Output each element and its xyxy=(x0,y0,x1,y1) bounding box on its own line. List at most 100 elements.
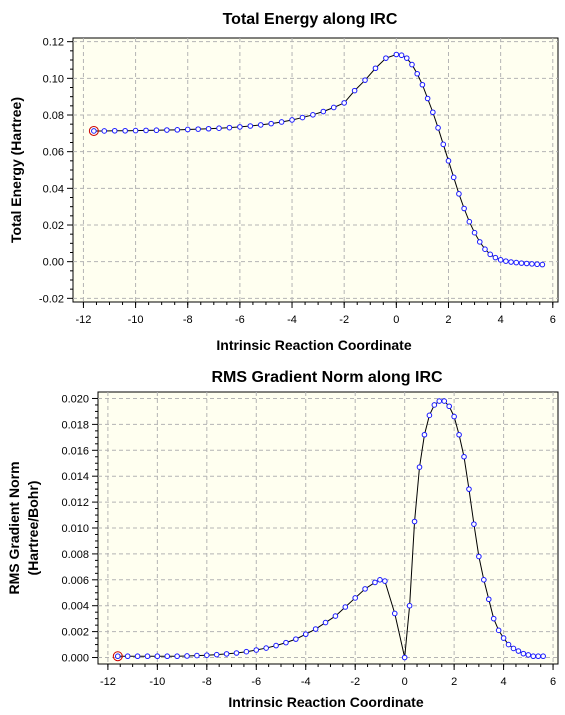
energy-data-point xyxy=(101,128,108,134)
energy-data-point xyxy=(383,55,389,61)
gradient-data-point xyxy=(431,402,438,408)
energy-data-point xyxy=(445,158,452,164)
gradient-data-point xyxy=(416,464,423,470)
gradient-ticks xyxy=(92,397,554,670)
y-tick-label: 0.00 xyxy=(43,257,64,269)
energy-data-point xyxy=(466,218,473,225)
gradient-data-point xyxy=(540,653,546,660)
energy-data-point xyxy=(518,260,525,266)
x-tick-label: 0 xyxy=(393,314,399,326)
y-tick-label: 0.06 xyxy=(43,147,64,159)
x-tick-label: -8 xyxy=(202,676,212,688)
energy-data-point xyxy=(278,119,285,125)
y-tick-label: 0.02 xyxy=(43,220,64,232)
energy-data-point xyxy=(534,261,540,268)
energy-data-point xyxy=(461,205,467,212)
energy-data-point xyxy=(111,127,118,134)
y-tick-label: 0.002 xyxy=(61,627,89,639)
gradient-data-point xyxy=(372,579,378,586)
gradient-data-point xyxy=(530,653,537,660)
energy-data-point xyxy=(132,127,139,134)
x-tick-label: -10 xyxy=(149,676,165,688)
energy-grid xyxy=(73,38,558,302)
gradient-data-point xyxy=(144,653,151,660)
energy-data-point xyxy=(226,124,233,131)
energy-x-axis-title: Intrinsic Reaction Coordinate xyxy=(216,337,411,353)
energy-data-point xyxy=(216,125,222,131)
energy-data-point xyxy=(440,141,447,148)
gradient-chart: RMS Gradient Norm along IRC -12 -10 -8 -6 -4… xyxy=(6,369,559,710)
y-tick-label: 0.04 xyxy=(43,183,64,195)
x-tick-label: 4 xyxy=(498,314,504,326)
gradient-data-point xyxy=(312,626,319,632)
y-tick-label: 0.020 xyxy=(61,393,89,405)
x-tick-label: -6 xyxy=(235,314,245,326)
x-tick-label: 4 xyxy=(501,676,507,688)
y-tick-label: 0.10 xyxy=(43,73,64,85)
x-tick-label: -12 xyxy=(100,676,116,688)
energy-data-point xyxy=(257,122,264,128)
energy-data-point xyxy=(289,117,295,123)
energy-y-axis-title: Total Energy (Hartree) xyxy=(8,97,24,243)
gradient-data-point xyxy=(490,615,497,622)
gradient-data-point xyxy=(154,653,161,660)
x-tick-label: -8 xyxy=(183,314,193,326)
gradient-y-axis-title: RMS Gradient Norm xyxy=(6,461,22,594)
energy-data-point xyxy=(424,95,431,102)
energy-data-point xyxy=(414,70,420,77)
gradient-data-point xyxy=(302,631,309,638)
energy-data-point xyxy=(409,61,415,68)
gradient-data-point xyxy=(174,653,180,660)
energy-data-point xyxy=(153,127,160,134)
energy-data-point xyxy=(497,257,504,263)
gradient-data-point xyxy=(446,403,452,410)
gradient-data-point xyxy=(505,641,512,648)
energy-data-point xyxy=(435,125,441,131)
gradient-data-point xyxy=(184,653,190,659)
gradient-data-point xyxy=(204,652,210,658)
x-tick-label: 6 xyxy=(550,676,556,688)
energy-data-point xyxy=(430,109,436,116)
y-tick-label: 0.08 xyxy=(43,110,64,122)
gradient-data-point xyxy=(535,653,542,660)
gradient-data-point xyxy=(456,431,462,438)
energy-data-point xyxy=(529,261,535,267)
energy-data-point xyxy=(91,128,97,134)
energy-data-point xyxy=(398,52,405,59)
energy-data-point xyxy=(419,81,426,88)
x-tick-label: 0 xyxy=(402,676,408,688)
x-tick-label: 2 xyxy=(451,676,457,688)
energy-tick-labels: -12 -10 -8 -6 -4 -2 0 2 4 6 -0.02 0.00 0.02 0.04 0.06 0… xyxy=(39,37,556,326)
y-tick-label: -0.02 xyxy=(39,293,64,305)
energy-data-point xyxy=(237,124,243,130)
x-tick-label: 2 xyxy=(445,314,451,326)
energy-data-point xyxy=(164,127,170,133)
gradient-data-point xyxy=(273,642,279,649)
energy-data-point xyxy=(456,191,462,197)
energy-data-point xyxy=(362,77,368,83)
gradient-data-point xyxy=(401,654,408,661)
gradient-data-point xyxy=(476,553,482,560)
gradient-x-axis-title: Intrinsic Reaction Coordinate xyxy=(228,694,423,710)
energy-data-point xyxy=(299,114,306,121)
energy-data-point xyxy=(487,251,494,258)
x-tick-label: -6 xyxy=(251,676,261,688)
gradient-data-point xyxy=(293,636,299,642)
x-tick-label: -4 xyxy=(287,314,297,326)
energy-data-point xyxy=(403,55,410,61)
gradient-data-point xyxy=(515,648,522,654)
y-tick-label: 0.000 xyxy=(61,653,89,665)
energy-series-line xyxy=(93,53,543,266)
energy-data-point xyxy=(174,127,181,133)
x-tick-label: -2 xyxy=(339,314,349,326)
gradient-data-point xyxy=(342,604,349,610)
energy-data-point xyxy=(508,259,514,265)
gradient-data-point xyxy=(411,518,418,525)
gradient-data-point xyxy=(451,413,457,420)
energy-series xyxy=(88,51,546,268)
gradient-data-point xyxy=(352,595,359,601)
gradient-data-point xyxy=(322,619,329,626)
gradient-plot-area xyxy=(97,391,559,665)
y-tick-label: 0.008 xyxy=(61,549,89,561)
gradient-data-point xyxy=(510,645,517,652)
